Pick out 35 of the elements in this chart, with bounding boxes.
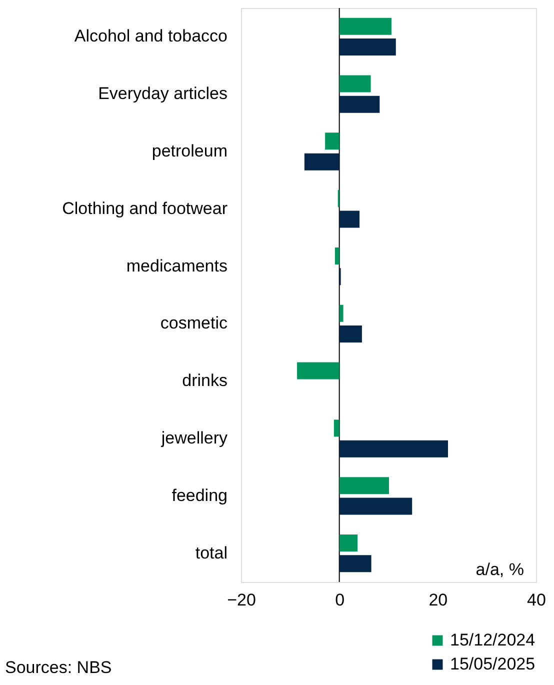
y-tick-label: Everyday articles	[98, 84, 228, 104]
y-tick-label: medicaments	[126, 256, 228, 276]
y-tick-label: drinks	[182, 371, 228, 390]
bar	[339, 18, 392, 35]
bar	[339, 498, 412, 515]
bar	[334, 420, 340, 437]
source-note: Sources: NBS	[5, 658, 112, 677]
bar	[339, 75, 371, 92]
y-tick-label: feeding	[172, 486, 228, 505]
x-tick-label: 0	[335, 590, 345, 610]
legend-label: 15/05/2025	[450, 654, 536, 674]
bar	[339, 96, 380, 113]
y-tick-label: total	[195, 543, 228, 562]
bar	[339, 555, 372, 572]
bar	[339, 440, 448, 458]
y-tick-label: petroleum	[152, 142, 228, 160]
bar	[339, 534, 358, 552]
legend-label: 15/12/2024	[450, 630, 536, 650]
y-tick-label: Alcohol and tobacco	[74, 26, 228, 46]
bar	[339, 326, 362, 343]
bar	[339, 477, 389, 494]
bar	[325, 132, 340, 150]
bar	[339, 210, 360, 228]
bar	[297, 362, 340, 380]
bar	[334, 247, 340, 264]
x-tick-label: 40	[527, 590, 546, 610]
y-tick-label: cosmetic	[160, 314, 228, 333]
y-tick-label: jewellery	[160, 428, 228, 448]
y-tick-label: Clothing and footwear	[62, 198, 228, 218]
bar	[304, 153, 340, 170]
bar	[339, 304, 344, 322]
x-tick-label: 20	[428, 590, 448, 610]
bar	[339, 38, 396, 56]
x-tick-label: −20	[227, 590, 256, 610]
annotation: a/a, %	[476, 560, 524, 579]
